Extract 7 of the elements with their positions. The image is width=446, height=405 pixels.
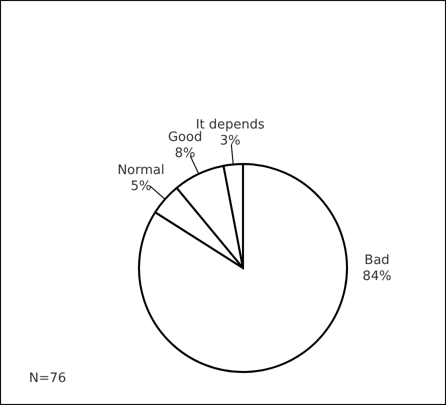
data-label: 84% [362,269,392,284]
slice-label: Normal [117,163,165,178]
data-label: 5% [130,179,152,194]
data-label: 8% [174,146,196,161]
slice-label: Bad [364,253,390,268]
text: N=76 [29,371,66,386]
data-label: 3% [220,134,241,149]
